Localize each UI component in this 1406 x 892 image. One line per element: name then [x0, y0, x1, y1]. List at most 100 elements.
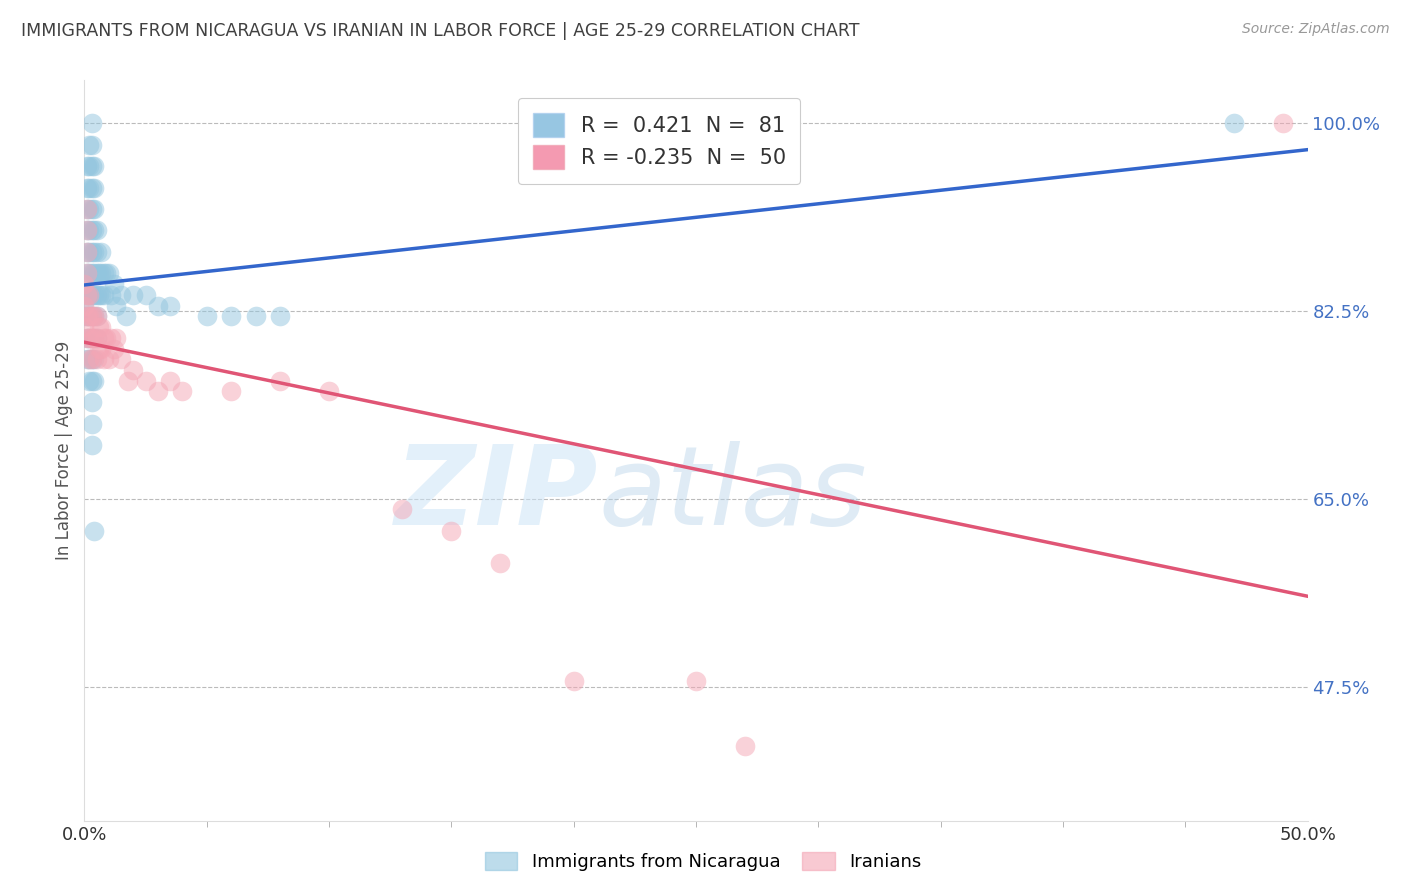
- Point: [318, 384, 340, 399]
- Point: [80, 331, 103, 345]
- Text: ZIP: ZIP: [395, 442, 598, 549]
- Point: [87, 320, 110, 334]
- Point: [77, 244, 100, 259]
- Point: [103, 342, 125, 356]
- Point: [86, 352, 108, 367]
- Point: [86, 288, 108, 302]
- Point: [77, 267, 100, 281]
- Point: [77, 159, 100, 173]
- Point: [117, 374, 139, 388]
- Point: [159, 374, 181, 388]
- Point: [93, 267, 115, 281]
- Point: [93, 352, 115, 367]
- Point: [146, 384, 169, 399]
- Point: [86, 331, 108, 345]
- Point: [135, 288, 157, 302]
- Legend: R =  0.421  N =  81, R = -0.235  N =  50: R = 0.421 N = 81, R = -0.235 N = 50: [519, 98, 800, 184]
- Text: Source: ZipAtlas.com: Source: ZipAtlas.com: [1241, 22, 1389, 37]
- Point: [76, 267, 98, 281]
- Point: [97, 267, 120, 281]
- Point: [269, 310, 291, 324]
- Point: [734, 739, 756, 753]
- Point: [76, 223, 98, 237]
- Point: [80, 116, 103, 130]
- Point: [83, 352, 105, 367]
- Point: [73, 310, 96, 324]
- Point: [80, 267, 103, 281]
- Point: [76, 310, 98, 324]
- Point: [76, 310, 98, 324]
- Point: [219, 384, 242, 399]
- Point: [76, 288, 98, 302]
- Point: [77, 223, 100, 237]
- Point: [83, 267, 105, 281]
- Legend: Immigrants from Nicaragua, Iranians: Immigrants from Nicaragua, Iranians: [478, 845, 928, 879]
- Point: [115, 310, 138, 324]
- Point: [105, 299, 128, 313]
- Point: [195, 310, 218, 324]
- Point: [172, 384, 194, 399]
- Point: [562, 674, 585, 689]
- Point: [83, 180, 105, 194]
- Point: [77, 202, 100, 216]
- Point: [110, 288, 132, 302]
- Point: [76, 223, 98, 237]
- Point: [76, 352, 98, 367]
- Point: [80, 352, 103, 367]
- Point: [80, 310, 103, 324]
- Point: [83, 310, 105, 324]
- Point: [86, 310, 108, 324]
- Point: [77, 310, 100, 324]
- Point: [86, 244, 108, 259]
- Point: [76, 159, 98, 173]
- Point: [76, 331, 98, 345]
- Point: [83, 159, 105, 173]
- Point: [440, 524, 463, 538]
- Point: [76, 202, 98, 216]
- Point: [80, 244, 103, 259]
- Point: [77, 180, 100, 194]
- Point: [159, 299, 181, 313]
- Y-axis label: In Labor Force | Age 25-29: In Labor Force | Age 25-29: [55, 341, 73, 560]
- Point: [90, 244, 112, 259]
- Point: [1272, 116, 1295, 130]
- Point: [76, 244, 98, 259]
- Point: [80, 202, 103, 216]
- Point: [83, 223, 105, 237]
- Point: [77, 288, 100, 302]
- Point: [86, 331, 108, 345]
- Point: [245, 310, 267, 324]
- Point: [87, 342, 110, 356]
- Point: [83, 524, 105, 538]
- Point: [77, 310, 100, 324]
- Point: [97, 352, 120, 367]
- Point: [80, 438, 103, 452]
- Point: [83, 288, 105, 302]
- Point: [80, 159, 103, 173]
- Point: [83, 331, 105, 345]
- Point: [77, 374, 100, 388]
- Point: [122, 363, 145, 377]
- Point: [77, 331, 100, 345]
- Point: [73, 320, 96, 334]
- Point: [77, 352, 100, 367]
- Point: [86, 267, 108, 281]
- Point: [76, 288, 98, 302]
- Point: [76, 267, 98, 281]
- Point: [73, 295, 96, 310]
- Point: [83, 244, 105, 259]
- Point: [146, 299, 169, 313]
- Point: [86, 310, 108, 324]
- Point: [83, 331, 105, 345]
- Point: [83, 310, 105, 324]
- Point: [90, 342, 112, 356]
- Point: [269, 374, 291, 388]
- Point: [83, 202, 105, 216]
- Point: [219, 310, 242, 324]
- Point: [76, 202, 98, 216]
- Point: [77, 288, 100, 302]
- Point: [1223, 116, 1246, 130]
- Point: [93, 288, 115, 302]
- Point: [489, 556, 512, 570]
- Point: [80, 374, 103, 388]
